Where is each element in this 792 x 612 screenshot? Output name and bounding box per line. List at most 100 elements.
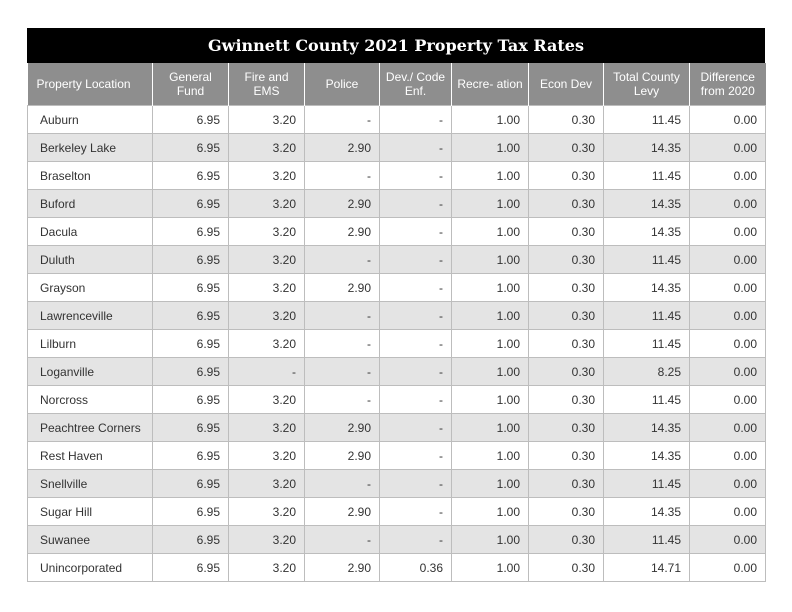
rate-cell: 6.95	[152, 189, 229, 218]
rate-cell: 0.00	[689, 553, 766, 582]
column-header: Dev./ Code Enf.	[379, 63, 452, 106]
rate-cell: -	[379, 217, 452, 246]
rate-cell: -	[379, 329, 452, 358]
table-row: Buford 6.95 3.20 2.90-1.00 0.30 14.35 0.00	[27, 189, 766, 218]
rate-cell: -	[379, 469, 452, 498]
rate-cell: -	[379, 357, 452, 386]
table-title: Gwinnett County 2021 Property Tax Rates	[27, 28, 765, 63]
table-row: Dacula 6.95 3.20 2.90-1.00 0.30 14.35 0.00	[27, 217, 766, 246]
column-header: Total County Levy	[603, 63, 690, 106]
rate-cell: 6.95	[152, 217, 229, 246]
rate-cell: -	[379, 385, 452, 414]
rate-cell: 0.00	[689, 357, 766, 386]
location-cell: Berkeley Lake	[27, 133, 153, 162]
rate-cell: 14.35	[603, 497, 690, 526]
location-cell: Snellville	[27, 469, 153, 498]
rate-cell: 11.45	[603, 385, 690, 414]
rate-cell: 0.00	[689, 105, 766, 134]
rate-cell: 11.45	[603, 245, 690, 274]
table-row: Suwanee 6.95 3.20- -1.00 0.30 11.45 0.00	[27, 525, 766, 554]
rate-cell: 0.00	[689, 525, 766, 554]
rate-cell: 6.95	[152, 497, 229, 526]
location-cell: Loganville	[27, 357, 153, 386]
table-row: Grayson 6.95 3.20 2.90-1.00 0.30 14.35 0.00	[27, 273, 766, 302]
rate-cell: 1.00	[451, 245, 529, 274]
rate-cell: 0.30	[528, 469, 604, 498]
rate-cell: 11.45	[603, 161, 690, 190]
table-row: Snellville 6.95 3.20- -1.00 0.30 11.45 0.00	[27, 469, 766, 498]
rate-cell: 1.00	[451, 525, 529, 554]
rate-cell: 0.30	[528, 133, 604, 162]
rate-cell: 6.95	[152, 329, 229, 358]
rate-cell: 2.90	[304, 273, 380, 302]
rate-cell: 1.00	[451, 217, 529, 246]
rate-cell: 14.35	[603, 273, 690, 302]
rate-cell: 11.45	[603, 329, 690, 358]
rate-cell: 6.95	[152, 469, 229, 498]
table-row: Norcross 6.95 3.20- -1.00 0.30 11.45 0.00	[27, 385, 766, 414]
location-cell: Duluth	[27, 245, 153, 274]
rate-cell: 0.30	[528, 497, 604, 526]
rate-cell: 6.95	[152, 105, 229, 134]
location-cell: Suwanee	[27, 525, 153, 554]
rate-cell: -	[304, 105, 380, 134]
rate-cell: 0.00	[689, 133, 766, 162]
rate-cell: -	[304, 469, 380, 498]
rate-cell: 1.00	[451, 301, 529, 330]
table-body: Auburn 6.95 3.20- -1.00 0.30 11.45 0.00 Berkele…	[27, 105, 766, 582]
rate-cell: 14.71	[603, 553, 690, 582]
rate-cell: 2.90	[304, 553, 380, 582]
rate-cell: 3.20	[228, 385, 305, 414]
location-cell: Unincorporated	[27, 553, 153, 582]
rate-cell: -	[304, 301, 380, 330]
rate-cell: 6.95	[152, 301, 229, 330]
column-header: Difference from 2020	[689, 63, 766, 106]
rate-cell: 1.00	[451, 133, 529, 162]
table-row: Loganville 6.95- - -1.00 0.30 8.25 0.00	[27, 357, 766, 386]
table-row: Peachtree Corners 6.95 3.20 2.90-1.00 0.30 14…	[27, 413, 766, 442]
rate-cell: 6.95	[152, 133, 229, 162]
rate-cell: -	[304, 385, 380, 414]
rate-cell: 0.30	[528, 441, 604, 470]
rate-cell: -	[304, 525, 380, 554]
rate-cell: 14.35	[603, 217, 690, 246]
rate-cell: 14.35	[603, 133, 690, 162]
rate-cell: 1.00	[451, 469, 529, 498]
rate-cell: 1.00	[451, 189, 529, 218]
header-row: Property Location General Fund Fire and …	[27, 63, 766, 106]
rate-cell: 3.20	[228, 133, 305, 162]
rate-cell: 3.20	[228, 329, 305, 358]
rate-cell: -	[379, 413, 452, 442]
rate-cell: 3.20	[228, 217, 305, 246]
rate-cell: 0.30	[528, 189, 604, 218]
rate-cell: 3.20	[228, 413, 305, 442]
rate-cell: 0.00	[689, 329, 766, 358]
column-header: Recre- ation	[451, 63, 529, 106]
table-row: Unincorporated 6.95 3.20 2.90 0.36 1.00 0.30 14…	[27, 553, 766, 582]
rate-cell: 14.35	[603, 189, 690, 218]
rate-cell: 0.00	[689, 385, 766, 414]
rate-cell: 3.20	[228, 273, 305, 302]
rate-cell: 0.00	[689, 413, 766, 442]
rate-cell: 0.30	[528, 161, 604, 190]
rate-cell: 0.30	[528, 385, 604, 414]
rate-cell: 0.30	[528, 329, 604, 358]
rate-cell: 6.95	[152, 161, 229, 190]
rate-cell: 6.95	[152, 385, 229, 414]
rate-cell: 3.20	[228, 525, 305, 554]
rate-cell: 3.20	[228, 189, 305, 218]
rate-cell: 1.00	[451, 497, 529, 526]
location-cell: Norcross	[27, 385, 153, 414]
rate-cell: 1.00	[451, 413, 529, 442]
rate-cell: 8.25	[603, 357, 690, 386]
rate-cell: 14.35	[603, 413, 690, 442]
location-cell: Auburn	[27, 105, 153, 134]
column-header: Fire and EMS	[228, 63, 305, 106]
table-row: Rest Haven 6.95 3.20 2.90-1.00 0.30 14.35 0.00	[27, 441, 766, 470]
column-header: Police	[304, 63, 380, 106]
rate-cell: 0.30	[528, 525, 604, 554]
location-cell: Peachtree Corners	[27, 413, 153, 442]
rate-cell: 0.00	[689, 273, 766, 302]
rate-cell: -	[379, 161, 452, 190]
rate-cell: 0.00	[689, 441, 766, 470]
